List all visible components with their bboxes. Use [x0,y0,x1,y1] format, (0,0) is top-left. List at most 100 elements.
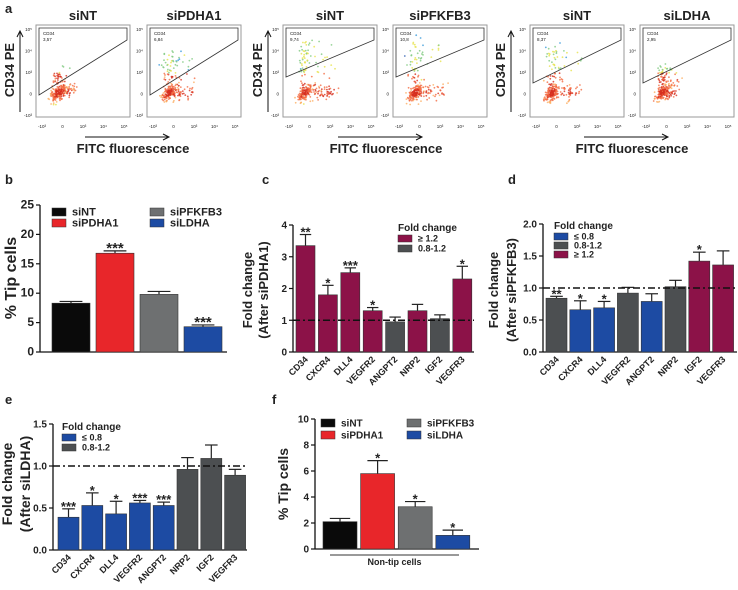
y-tick-label: -10³ [135,113,144,118]
event-dot [666,95,668,98]
y-axis-label: Fold change [486,252,501,329]
event-dot [166,70,169,73]
event-dot [554,72,556,75]
y-tick-label: 1 [281,316,287,327]
significance-label: * [413,492,419,507]
event-dot [561,78,564,81]
event-dot [420,92,423,94]
event-dot [299,98,301,101]
event-dot [300,68,302,71]
event-dot [317,99,319,101]
event-dot [417,75,419,78]
bar-sipdha1 [360,473,395,550]
event-dot [411,67,414,69]
y-tick-label: 0 [523,92,526,97]
event-dot [665,80,668,83]
event-dot [441,92,443,94]
legend-label: siPFKFB3 [427,419,475,430]
event-dot [551,87,554,90]
y-tick-label: -10³ [628,113,637,118]
event-dot [435,99,438,102]
x-tick-label: 10³ [191,124,198,129]
event-dot [657,72,660,75]
significance-label: * [90,483,96,498]
event-dot [681,77,683,79]
event-dot [166,91,169,93]
event-dot [326,95,328,97]
event-dot [68,67,71,70]
event-dot [310,75,313,78]
event-dot [328,92,331,95]
event-dot [319,84,322,87]
event-dot [162,99,165,102]
y-tick-label: 0.0 [523,348,537,359]
event-dot [657,87,660,90]
event-dot [666,93,669,95]
event-dot [181,90,184,92]
event-dot [412,41,415,44]
event-dot [300,45,303,48]
event-dot [415,89,418,92]
event-dot [437,92,440,95]
event-dot [168,91,171,94]
event-dot [413,90,416,93]
panel-letter-d: d [508,172,516,187]
x-axis-label: FITC fluorescence [77,141,190,156]
event-dot [171,89,174,92]
event-dot [323,88,326,90]
x-tick-label: -10³ [532,124,541,129]
y-axis-label: (After siPFKFB3) [504,238,519,342]
event-dot [311,88,314,91]
gate-polygon [395,27,485,78]
event-dot [307,52,309,55]
event-dot [167,81,170,83]
event-dot [56,89,59,92]
event-dot [176,83,179,86]
event-dot [177,94,179,97]
legend-swatch [51,207,67,217]
event-dot [63,86,66,88]
event-dot [303,89,306,92]
event-dot [71,88,74,91]
event-dot [423,90,425,92]
event-dot [547,87,550,90]
event-dot [670,87,673,90]
event-dot [164,90,167,93]
event-dot [415,34,418,37]
event-dot [168,85,171,88]
event-dot [317,65,319,68]
event-dot [52,103,55,106]
event-dot [417,103,420,105]
event-dot [660,66,662,68]
event-dot [73,85,76,88]
event-dot [547,75,549,78]
event-dot [550,96,553,99]
x-axis-label: Non-tip cells [367,557,421,567]
event-dot [317,71,320,74]
event-dot [179,92,182,94]
event-dot [419,37,422,39]
event-dot [304,92,307,95]
y-tick-label: 4 [281,221,287,232]
bar-cd34 [295,245,316,353]
event-dot [301,74,303,77]
event-dot [578,90,581,93]
event-dot [66,91,69,93]
event-dot [420,57,423,59]
event-dot [544,46,547,49]
event-dot [54,97,57,100]
event-dot [61,80,64,83]
event-dot [52,102,55,104]
event-dot [415,92,418,94]
event-dot [416,79,419,82]
event-dot [661,83,664,86]
event-dot [174,84,177,87]
bar-sipfkfb3 [397,506,433,550]
event-dot [678,88,681,91]
event-dot [667,91,669,93]
event-dot [63,94,66,97]
event-dot [301,64,303,67]
y-tick-label: 10⁵ [519,27,526,32]
